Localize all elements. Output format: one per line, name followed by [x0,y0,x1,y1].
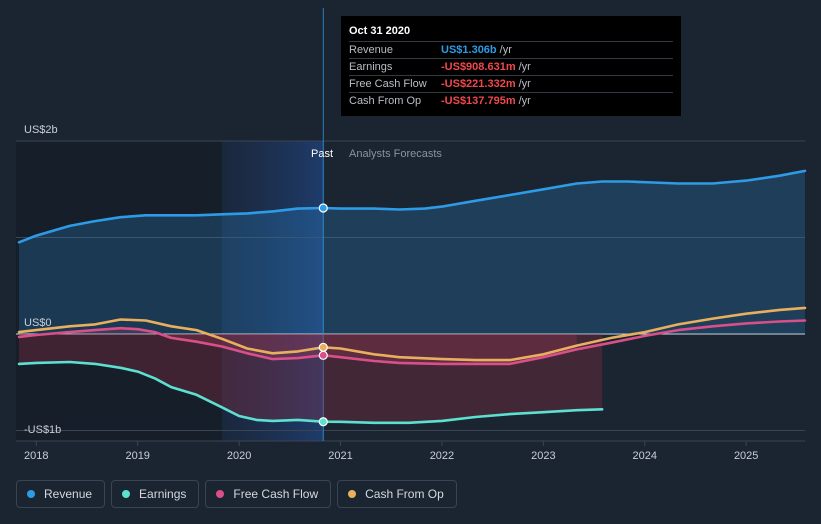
x-tick-label: 2023 [531,450,555,462]
legend-free-cash-flow[interactable]: Free Cash Flow [205,480,332,508]
legend-cash-from-op[interactable]: Cash From Op [337,480,457,508]
tooltip-label: Earnings [349,61,393,73]
x-tick-label: 2020 [227,450,251,462]
revenue-line [17,169,807,244]
tooltip-label: Revenue [349,44,394,56]
legend-dot-icon [27,490,35,498]
x-tick-label: 2025 [734,450,758,462]
tooltip-value: -US$221.332m [441,78,516,90]
y-label-0: US$0 [24,317,52,329]
x-tick-label: 2021 [328,450,352,462]
x-tick-label: 2019 [125,450,149,462]
cash-from-op-line [17,306,807,362]
y-label-2b: US$2b [24,124,58,136]
tooltip-label: Cash From Op [349,95,422,107]
tooltip-row-earnings: Earnings -US$908.631m /yr [349,58,673,75]
tooltip-unit: /yr [518,78,531,90]
x-tick-label: 2018 [24,450,48,462]
legend-dot-icon [348,490,357,498]
highlight-band [221,141,324,441]
free-cash-flow-area [19,328,577,364]
legend-dot-icon [216,490,225,498]
tooltip-unit: /yr [518,61,531,73]
tooltip-label: Free Cash Flow [349,78,427,90]
data-tooltip: Oct 31 2020 Revenue US$1.306b /yr Earnin… [341,16,681,116]
tooltip-row-cash-from-op: Cash From Op -US$137.795m /yr [349,92,673,109]
legend-revenue[interactable]: Revenue [16,480,106,508]
x-tick-label: 2024 [633,450,657,462]
free-cash-flow-line [17,319,807,366]
legend-label: Earnings [139,487,187,501]
earnings-line [17,360,604,425]
earnings-area [19,334,603,423]
legend-label: Free Cash Flow [233,487,319,501]
tooltip-value: US$1.306b [441,44,497,56]
forecast-region-label: Analysts Forecasts [349,148,442,160]
legend-label: Revenue [44,487,93,501]
legend-dot-icon [122,490,131,498]
tooltip-row-free-cash-flow: Free Cash Flow -US$221.332m /yr [349,75,673,92]
x-tick-label: 2022 [430,450,454,462]
tooltip-row-revenue: Revenue US$1.306b /yr [349,41,673,58]
cash-from-op-marker [318,342,328,352]
chart-legend: Revenue Earnings Free Cash Flow Cash Fro… [16,480,457,508]
legend-label: Cash From Op [365,487,444,501]
tooltip-value: -US$908.631m [441,61,516,73]
tooltip-unit: /yr [518,95,531,107]
earnings-marker [318,417,328,427]
tooltip-unit: /yr [499,44,512,56]
free-cash-flow-marker [318,350,328,360]
legend-earnings[interactable]: Earnings [111,480,200,508]
revenue-marker [318,203,328,213]
revenue-area [19,170,805,334]
tooltip-date: Oct 31 2020 [349,25,411,37]
tooltip-value: -US$137.795m [441,95,516,107]
past-region-label: Past [311,148,333,160]
y-label-neg-1b: -US$1b [24,424,61,436]
